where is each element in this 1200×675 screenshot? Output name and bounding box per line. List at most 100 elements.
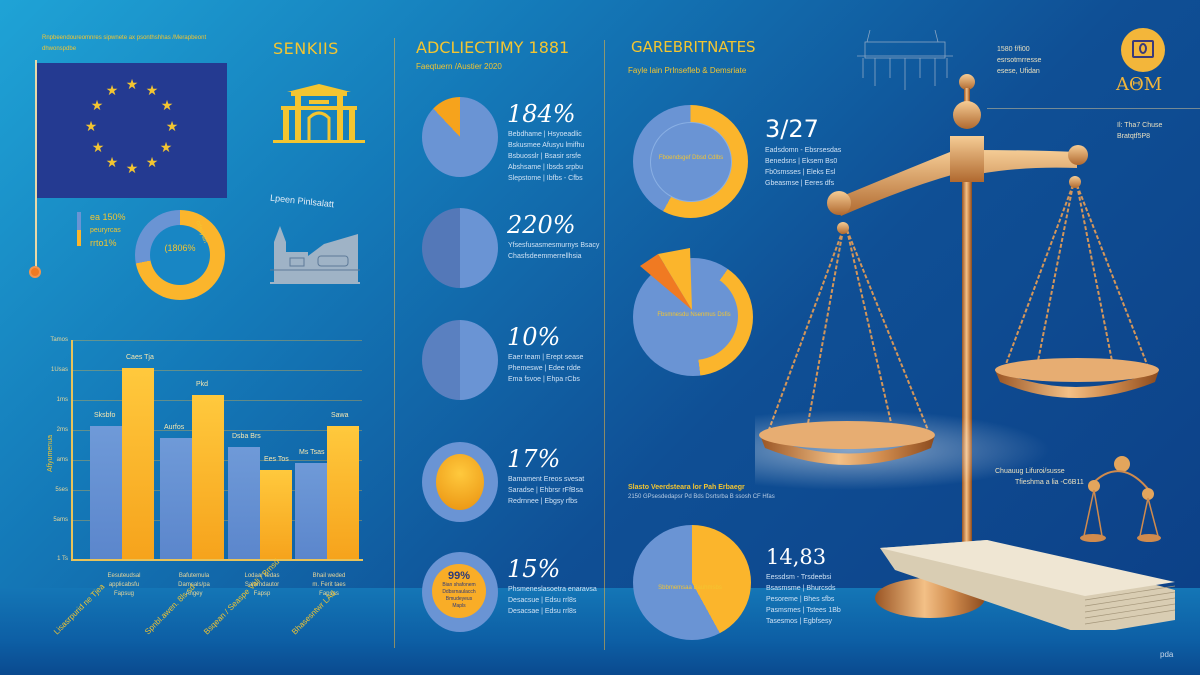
- section1-title: SENKIIS: [273, 39, 339, 58]
- star-icon: ★: [145, 154, 159, 170]
- stat-line: Bamament Ereos svesat: [508, 476, 585, 483]
- category-label-line: Bafutemula: [178, 573, 210, 579]
- flag-pole: [35, 60, 37, 270]
- bar-blue: [90, 425, 122, 559]
- logo-badge: [1121, 28, 1165, 72]
- bar-yellow: [192, 394, 224, 559]
- category-label-line: Salarndautor: [244, 582, 280, 588]
- scales-of-justice-illustration: [755, 74, 1175, 630]
- building-caption: Lpeen Pinlsalatt: [269, 192, 335, 210]
- bar-blue: [228, 446, 260, 559]
- center-pie-highlight: [436, 454, 484, 510]
- star-icon: ★: [125, 160, 139, 176]
- top-left-caption: Rnpbeendoureomnres sipwnete ax psonthshh…: [42, 33, 206, 55]
- stat-line: Eaer team | Erept sease: [508, 354, 584, 361]
- courthouse-icon: [273, 84, 365, 143]
- badge-line: Bmudeyeus: [445, 596, 473, 602]
- stat-line: Bebdhame | Hsyoeadlic: [508, 131, 582, 138]
- stat-line: Ema fsvoe | Ehpa rCbs: [508, 376, 580, 383]
- category-label-line: Fapsug: [113, 591, 134, 597]
- stat-line: Gbeasmse | Eeres dfs: [765, 180, 835, 187]
- flag-pole-knob: [29, 266, 41, 278]
- donut-center-label: (1806%: [164, 243, 196, 253]
- left-donut-hole: [150, 225, 210, 285]
- right-divider: [987, 108, 1200, 109]
- legend-swatch-blue: [77, 212, 81, 230]
- caption-title: Slasto Veerdsteara lor Pah Erbaegr: [628, 484, 745, 491]
- badge-value: 99%: [447, 570, 471, 582]
- right-caption: 1580 f/fi00 esrsotmrresse esese, Ufidan: [997, 44, 1041, 77]
- logo-drop-icon: [1139, 43, 1147, 54]
- garebritnates-pie-3: [633, 525, 751, 640]
- stat-lines: Eadsdomn - Ebsrsesdas Benedsns | Eksem B…: [765, 145, 841, 189]
- stat-lines: Phsmeneslasoetra enaravsa Desacsue | Edsu…: [508, 584, 597, 617]
- stat-line: Slepstome | Ibfbs - Cfbs: [508, 175, 583, 182]
- parliament-building-icon: [270, 226, 360, 284]
- section2-title: ADCLIECTIMY 1881: [416, 38, 570, 57]
- y-tick: 1 Ts: [57, 556, 68, 562]
- star-icon: ★: [125, 76, 139, 92]
- bar-value-label: Caes Tja: [126, 353, 154, 361]
- bar-value-label: Dsba Brs: [232, 432, 261, 440]
- stat-value: 17%: [507, 445, 561, 473]
- caption-line: dhwonspdbe: [42, 46, 77, 52]
- column-divider: [394, 38, 395, 648]
- bar-blue: [295, 463, 327, 559]
- gridline: [72, 370, 362, 371]
- chandelier-sketch-icon: [857, 30, 953, 90]
- caption-line: esese, Ufidan: [997, 68, 1040, 75]
- stat-line: Saradse | Ehbrsr rFfBsa: [508, 487, 583, 494]
- y-tick: 2ms: [56, 427, 68, 433]
- stat-line: Chasfsdeemmerrellhsia: [508, 253, 582, 260]
- logo-text: AΘM: [1116, 74, 1163, 95]
- caption-line: Bratqtf5P8: [1117, 133, 1151, 140]
- category-label: Eesuteudsal applicabsfu Fapsug: [84, 572, 164, 599]
- center-pie-badge: 99% Bian shafonem Ddbsrnaulacch Bmudeyeus Ma…: [432, 564, 486, 618]
- category-label: Bhail weded m. Ferit taes Fapsas: [289, 572, 369, 599]
- caption-subtitle: 2150 GPsesdedapsr Pd Bds Dsrtsrba B ssos…: [628, 494, 775, 500]
- legend-swatch-yellow: [77, 230, 81, 246]
- star-icon: ★: [160, 97, 174, 113]
- bar-yellow: [260, 469, 292, 559]
- bottom-right-caption: Chuauug Lifuroi/susse Tfieshma a lia -C6…: [995, 466, 1084, 488]
- y-axis-label: Afiyumenua: [46, 435, 54, 472]
- stat-line: Benedsns | Eksem Bs0: [765, 158, 838, 165]
- stat-line: Bskusmee Afusyu lmifhu: [508, 142, 585, 149]
- stat-line: Pasmsmes | Tstees 1Bb: [766, 607, 841, 614]
- legend-line: peuryrcas: [90, 227, 121, 234]
- bar-value-label: Pkd: [196, 380, 209, 388]
- bar-blue: [160, 438, 192, 559]
- caption-line: Tfieshma a lia -C6B11: [1015, 479, 1084, 486]
- caption-line: Chuauug Lifuroi/susse: [995, 468, 1065, 475]
- category-label-line: Lodaar tedas: [244, 573, 280, 579]
- pie-center-text: Fbsmnesdu Nsenmus Dsfis: [657, 312, 731, 318]
- caption-line: 1580 f/fi00: [997, 46, 1030, 53]
- y-tick: 1Usas: [50, 367, 68, 373]
- section3-title: GAREBRITNATES: [631, 38, 756, 56]
- section3-subtitle: Fayle lain Prlnsefleb & Demsriate: [628, 66, 747, 75]
- stat-value: 14,83: [766, 545, 827, 569]
- y-axis: [71, 340, 73, 560]
- category-label: Lodaar tedas Salarndautor Fapsp: [222, 572, 302, 599]
- right-caption-2: Il: Tha7 Chuse Bratqtf5P8: [1117, 120, 1162, 142]
- category-label-line: Damsals/pa: [178, 582, 210, 588]
- pie-center-text: Sbbmemsaa Bauhmsbs: [658, 585, 722, 591]
- stat-line: Phemeswe | Edee rdde: [508, 365, 581, 372]
- stat-line: Pesoreme | Bhes sfbs: [766, 596, 835, 603]
- stat-line: Fb0smsses | Eleks Esl: [765, 169, 836, 176]
- category-label-line: Bhail weded: [312, 573, 346, 579]
- x-axis: [71, 559, 363, 561]
- stat-line: Redrnnee | Ebgsy rfbs: [508, 498, 578, 505]
- star-icon: ★: [90, 97, 104, 113]
- stat-lines: Eessdsm - Trsdeebsi Bsasmsme | Bhurcsds …: [766, 572, 841, 627]
- legend-line: rrto1%: [90, 238, 117, 248]
- bar-value-label: Ms Tsas: [299, 449, 325, 457]
- stat-line: Desacsue | Edsu rrl8s: [508, 597, 577, 604]
- column-divider: [604, 40, 605, 650]
- stat-line: Abshsame | Ibsds srpbu: [508, 164, 583, 171]
- small-scales-icon: [1080, 456, 1161, 542]
- category-label-line: Angey: [185, 591, 203, 597]
- pie-center-text: Fboendsgef Dbsd Cdlbs: [658, 155, 724, 161]
- bar-value-label: Sksbfo: [94, 411, 116, 419]
- logo-frame-icon: [1132, 40, 1154, 58]
